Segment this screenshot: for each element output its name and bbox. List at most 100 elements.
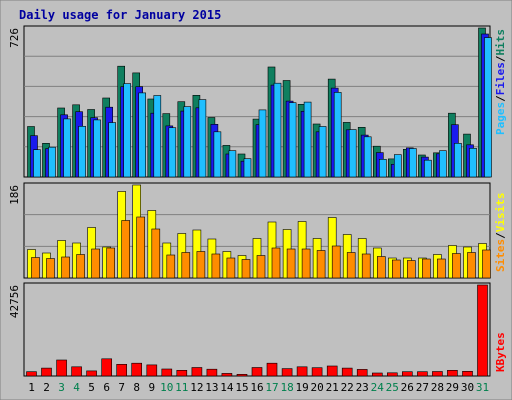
bar-kbytes-day-22 [341,367,353,377]
panel-bottom: 42756 [8,282,491,377]
bar-kbytes-day-19 [296,366,308,377]
bar-sites-day-31 [482,249,491,279]
bar-kbytes-day-21 [326,365,338,377]
bar-pages-day-25 [393,154,402,178]
x-tick-label-21: 21 [326,381,339,394]
y-max-label-middle: 186 [8,185,21,205]
x-tick-label-26: 26 [401,381,414,394]
x-tick-label-28: 28 [431,381,444,394]
legend-item-visits: Visits [494,193,507,233]
x-tick-label-5: 5 [88,381,95,394]
bar-pages-day-20 [318,126,327,178]
bar-pages-day-28 [439,150,447,178]
y-max-label-bottom: 42756 [8,285,21,318]
x-tick-label-2: 2 [43,381,50,394]
x-tick-label-7: 7 [118,381,125,394]
bar-sites-day-12 [196,251,206,279]
bar-kbytes-day-12 [191,367,203,377]
bar-kbytes-day-4 [71,366,82,377]
bar-kbytes-day-26 [401,371,413,377]
bar-sites-day-25 [391,259,401,279]
bar-pages-day-6 [108,122,116,178]
bar-kbytes-day-6 [101,358,112,377]
bar-sites-day-1 [31,257,40,279]
bar-sites-day-29 [452,253,461,279]
bar-sites-day-9 [151,228,161,279]
bar-sites-day-3 [61,256,70,279]
bar-sites-day-23 [361,253,371,279]
bar-pages-day-5 [93,119,101,178]
bar-sites-day-4 [76,254,85,279]
bar-sites-day-22 [346,252,356,279]
bar-pages-day-10 [168,127,177,178]
bar-sites-day-28 [437,258,446,279]
bar-pages-day-26 [408,148,417,178]
x-tick-label-16: 16 [250,381,263,394]
x-tick-label-9: 9 [148,381,155,394]
x-tick-label-20: 20 [310,381,323,394]
x-tick-label-10: 10 [160,381,173,394]
bar-kbytes-day-16 [251,367,263,377]
x-tick-label-30: 30 [461,381,474,394]
bar-pages-day-31 [484,37,492,178]
x-tick-label-8: 8 [133,381,140,394]
bar-kbytes-day-11 [176,369,188,377]
bar-sites-day-17 [271,247,281,279]
bar-pages-day-24 [378,159,387,178]
x-tick-label-12: 12 [190,381,203,394]
x-tick-label-15: 15 [235,381,248,394]
bar-pages-day-22 [348,129,357,178]
bar-pages-day-21 [333,92,342,178]
bar-sites-day-11 [181,252,191,279]
legend-separator: / [494,55,507,62]
bar-sites-day-21 [331,245,341,279]
legend-bottom: KBytes [494,332,507,372]
bar-kbytes-day-24 [371,372,383,377]
bar-pages-day-30 [469,148,477,178]
bar-sites-day-20 [316,250,326,279]
bar-kbytes-day-20 [311,367,323,377]
chart-title: Daily usage for January 2015 [19,8,221,22]
legend-middle: Sites/Visits [494,193,507,273]
legend-item-sites: Sites [494,239,507,272]
bar-pages-day-9 [153,95,162,178]
x-tick-label-6: 6 [103,381,110,394]
bar-sites-day-14 [226,257,236,279]
bar-sites-day-8 [136,216,145,279]
bar-pages-day-13 [213,131,222,178]
bar-kbytes-day-8 [131,362,142,377]
bar-kbytes-day-1 [26,371,37,377]
bar-sites-day-26 [406,260,416,279]
bar-kbytes-day-25 [386,372,398,377]
legend-item-pages: Pages [494,102,507,135]
bar-kbytes-day-17 [266,362,278,377]
bar-pages-day-29 [454,143,462,178]
bar-kbytes-day-14 [221,373,233,377]
bar-pages-day-3 [63,118,71,178]
bar-pages-day-23 [363,136,372,178]
bar-sites-day-19 [301,248,311,279]
bar-pages-day-4 [78,126,86,178]
x-tick-label-23: 23 [356,381,369,394]
bar-sites-day-7 [121,220,130,279]
bar-sites-day-18 [286,248,296,279]
x-tick-label-27: 27 [416,381,429,394]
bar-pages-day-16 [258,109,267,178]
x-axis-labels: 1 2 3 4 5 6 7 8 9 10 11 12 13 14 15 16 17 18 19 20 21 22 23 24 2… [28,381,489,394]
bar-sites-day-13 [211,253,221,279]
bar-sites-day-10 [166,254,176,279]
legend-separator: / [494,232,507,239]
bar-sites-day-15 [241,259,251,279]
x-tick-label-14: 14 [220,381,234,394]
bar-kbytes-day-10 [161,368,173,377]
bar-sites-day-27 [422,258,431,279]
bar-kbytes-day-15 [236,373,248,377]
legend-item-hits: Hits [494,29,507,56]
legend-separator: / [494,95,507,102]
bar-kbytes-day-23 [356,369,368,377]
bar-pages-day-15 [243,158,252,178]
bar-pages-day-1 [33,149,41,178]
x-tick-label-17: 17 [265,381,278,394]
